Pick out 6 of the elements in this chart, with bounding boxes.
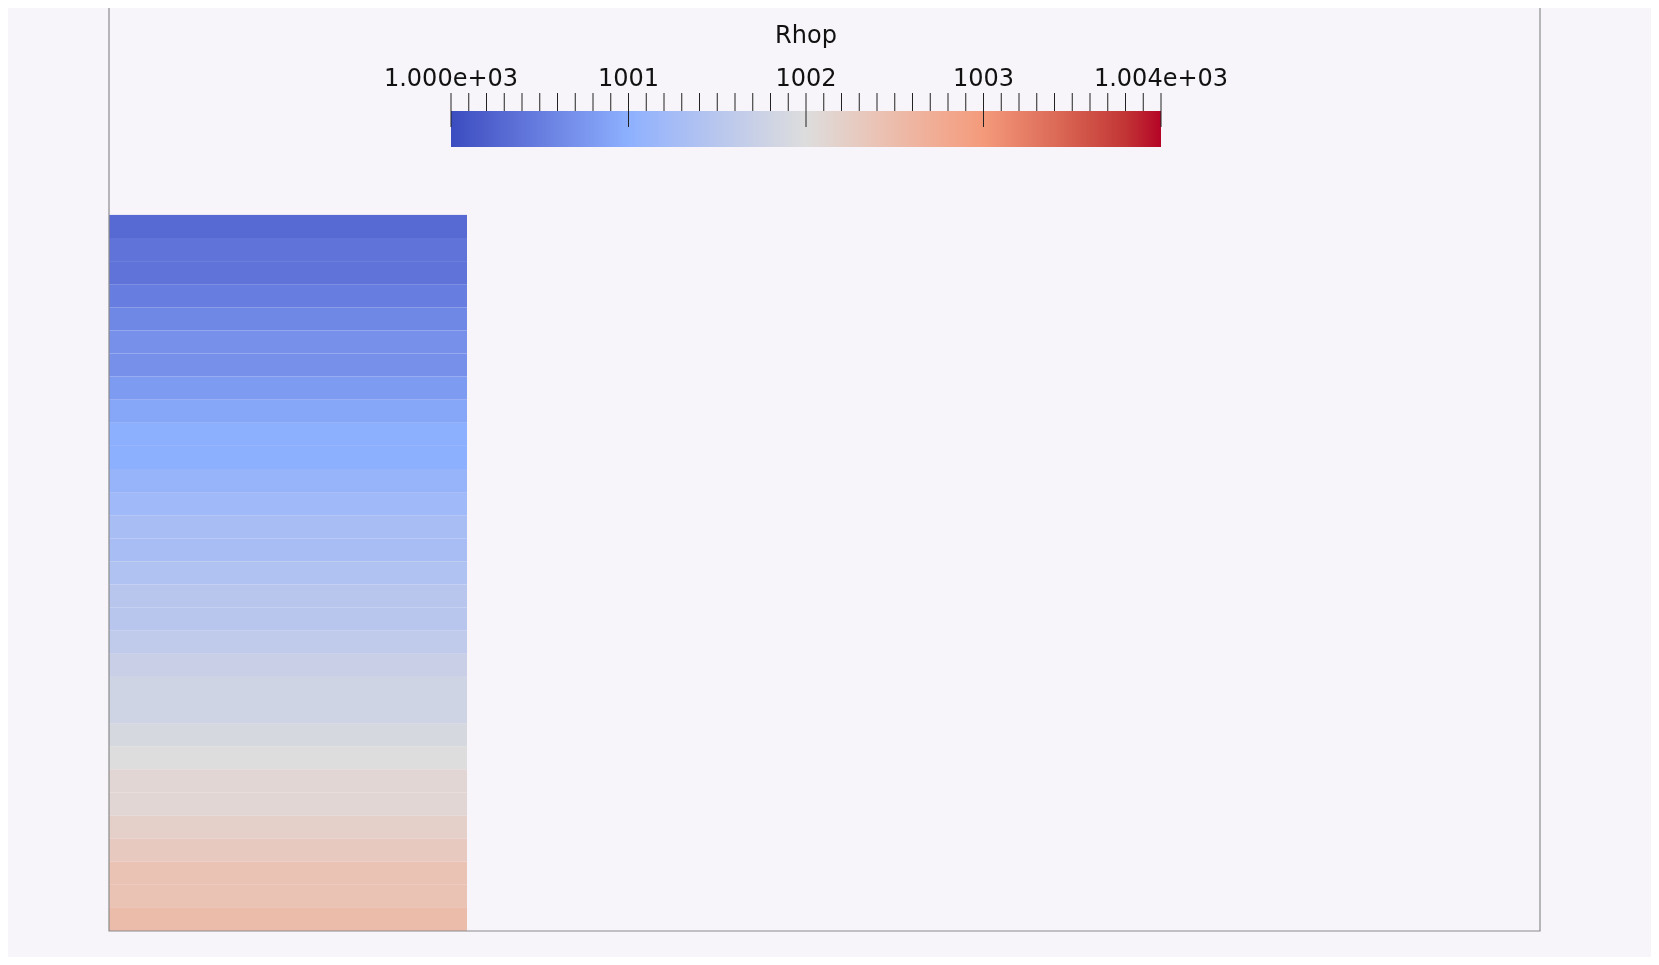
color-bar-label: 1001 <box>597 64 660 92</box>
color-bar-label: 1003 <box>952 64 1015 92</box>
color-bar-title: Rhop <box>775 21 837 49</box>
color-bar-label: 1002 <box>775 64 837 92</box>
color-bar-label: 1.000e+03 <box>383 64 519 92</box>
color-bar-label: 1.004e+03 <box>1093 64 1229 92</box>
